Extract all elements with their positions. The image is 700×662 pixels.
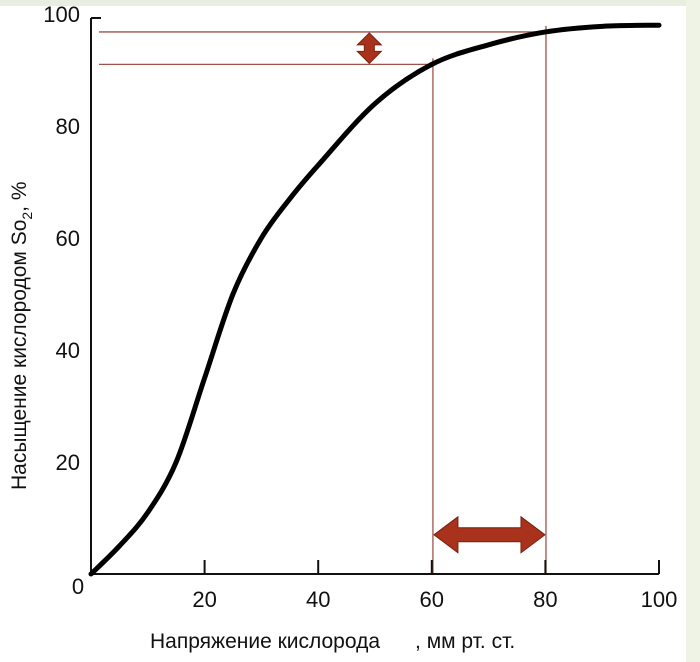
top-decor-strip	[0, 0, 700, 6]
x-tick-label: 20	[192, 587, 216, 612]
y-axis-label: Насыщение кислородом So2, %	[8, 181, 35, 490]
y-tick-label: 40	[56, 338, 80, 363]
y-tick-label: 100	[43, 2, 80, 27]
x-tick-label: 80	[533, 587, 557, 612]
y-tick-label: 60	[56, 226, 80, 251]
x-tick-label: 40	[306, 587, 330, 612]
saturation-curve	[88, 22, 662, 577]
y-axis-label-main: Насыщение кислородом So	[8, 220, 31, 490]
double-arrow-vertical-icon	[356, 32, 383, 65]
y-tick-label: 20	[56, 450, 80, 475]
x-tick-label: 60	[420, 587, 444, 612]
y-axis-label-suffix: , %	[8, 181, 31, 211]
x-tick-label: 0	[72, 574, 84, 599]
y-tick-label: 80	[56, 114, 80, 139]
right-decor-strip	[686, 0, 700, 662]
double-arrow-horizontal-icon	[433, 515, 546, 554]
y-axis-label-subscript: 2	[19, 212, 35, 220]
x-axis-label: Напряжение кислорода , мм рт. ст.	[150, 630, 515, 653]
x-tick-label: 100	[641, 587, 678, 612]
